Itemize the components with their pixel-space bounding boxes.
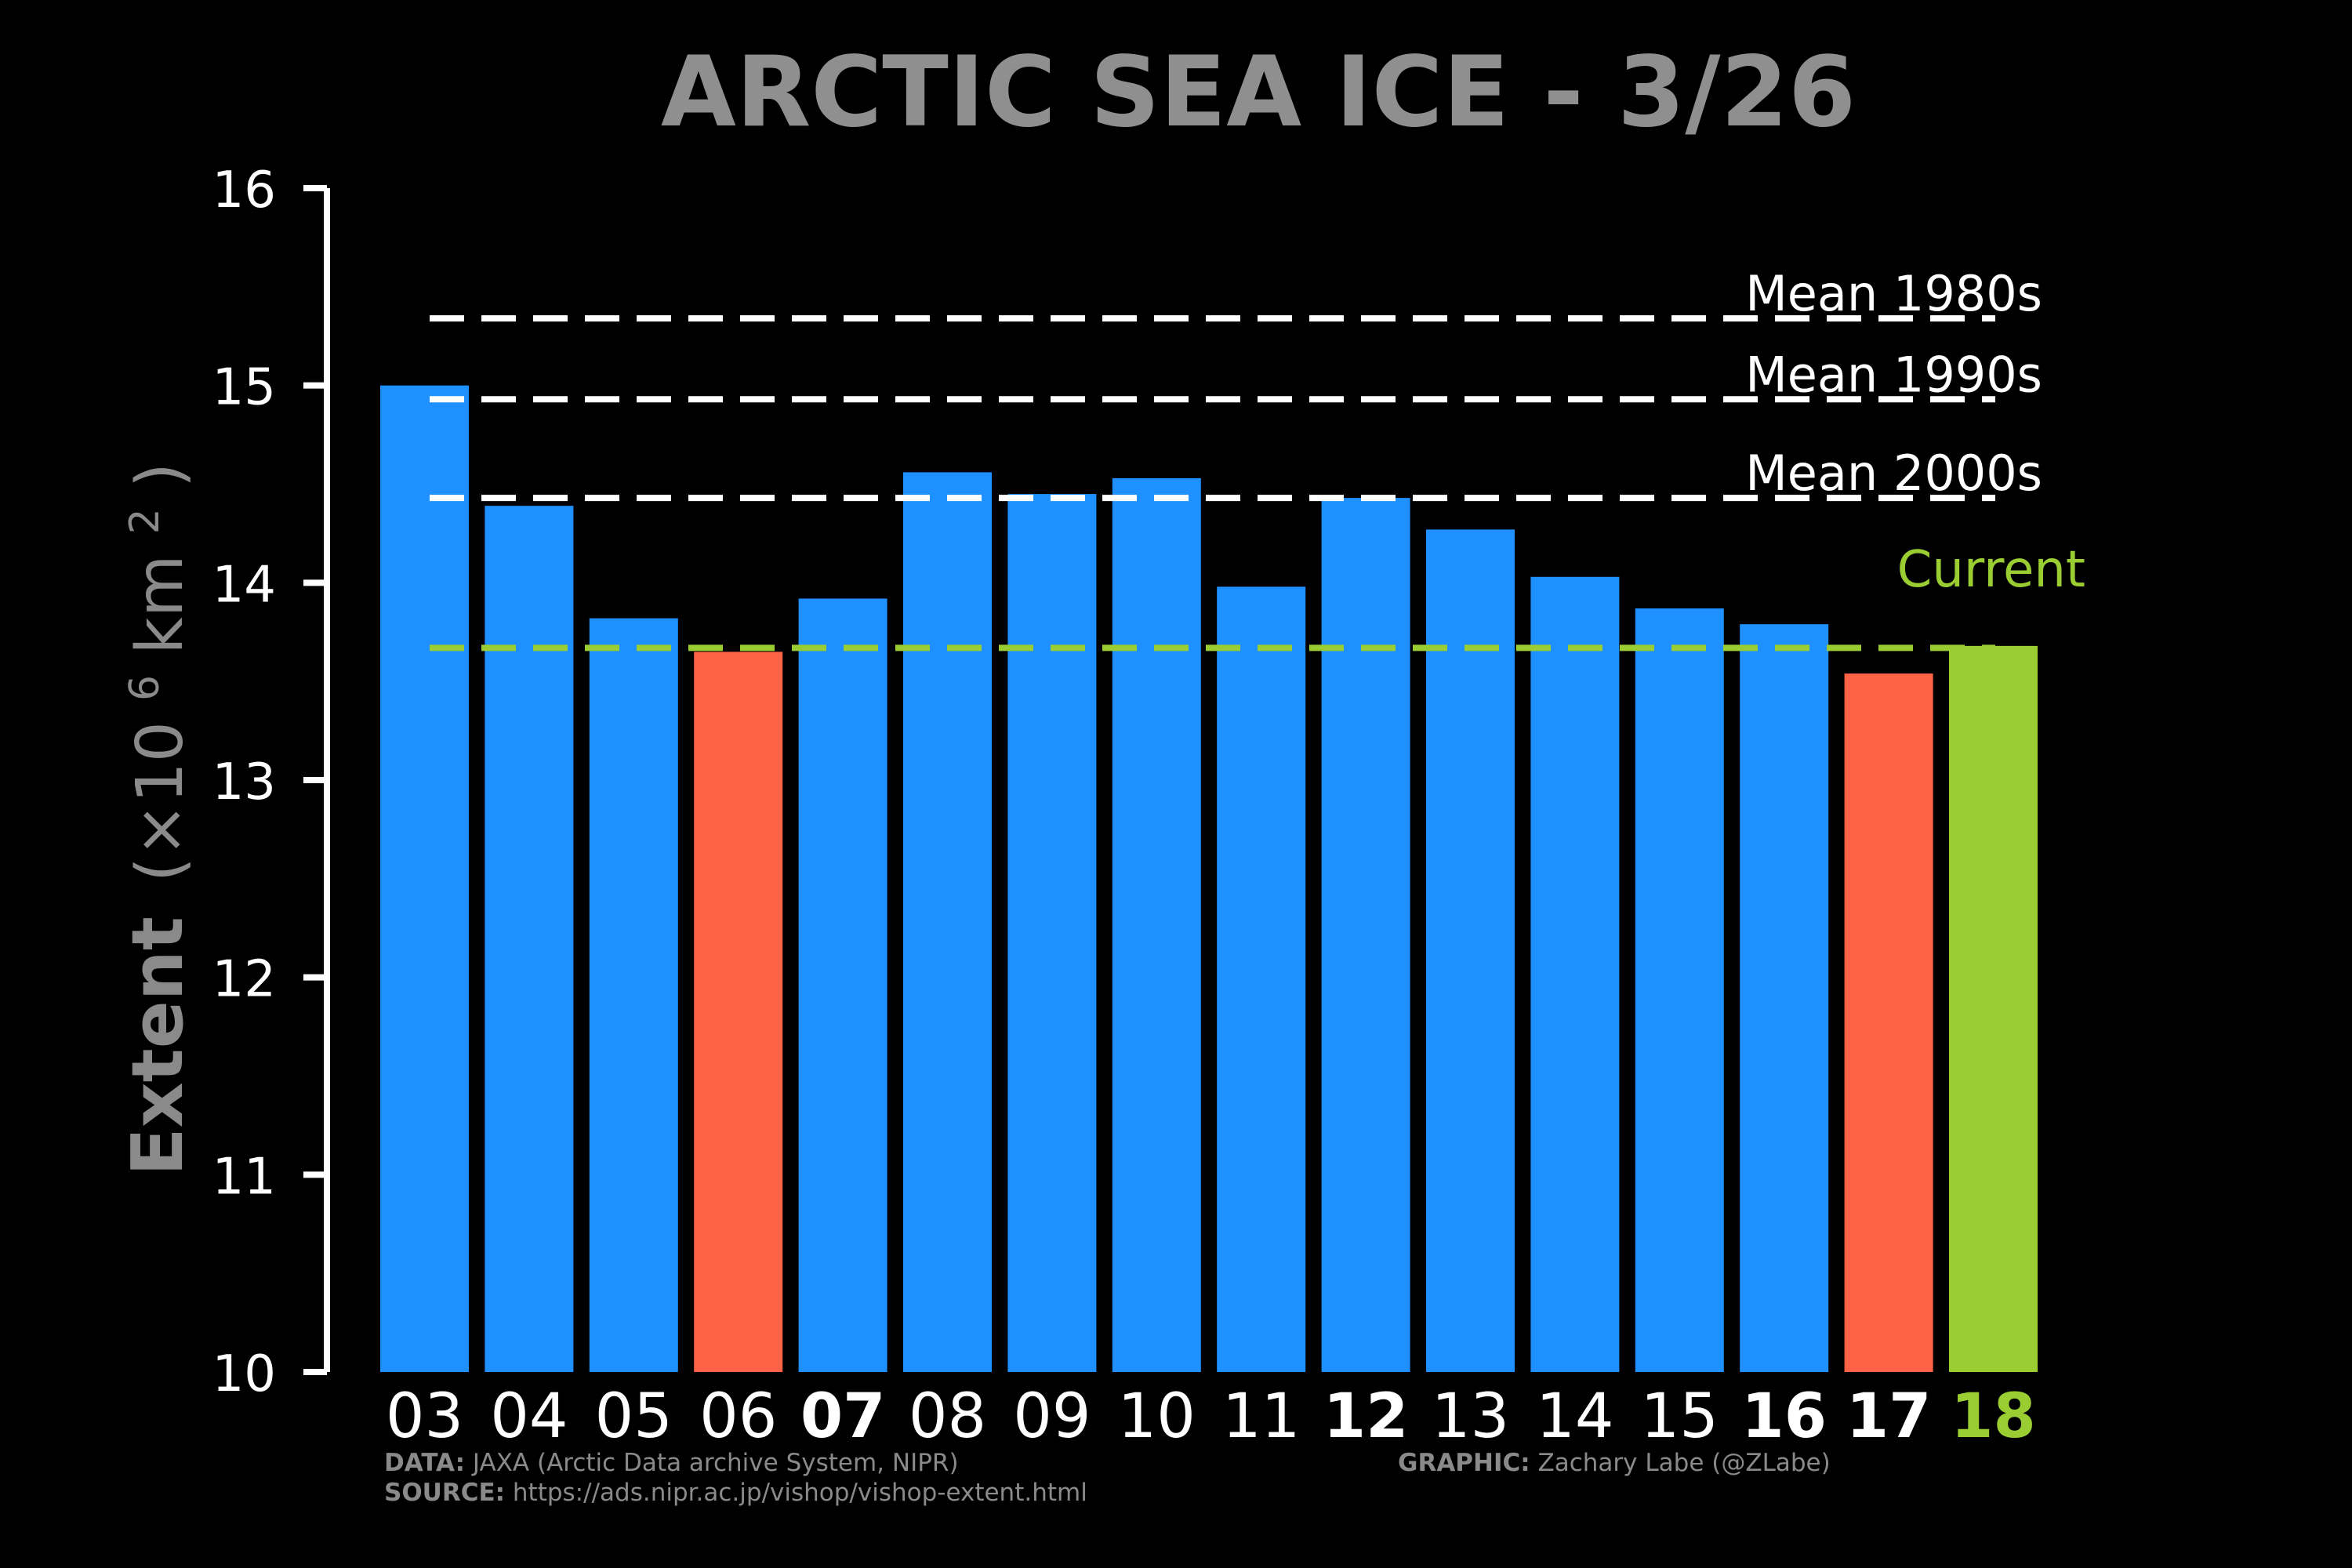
bar-07 [798,598,887,1372]
reference-label-0: Mean 1980s [1745,265,2042,322]
chart-title: ARCTIC SEA ICE - 3/26 [661,36,1856,149]
footer-source-label: SOURCE: [384,1479,506,1507]
footer-source: SOURCE: https://ads.nipr.ac.jp/vishop/vi… [384,1478,1087,1508]
bar-13 [1426,529,1515,1373]
x-tick-label-15: 15 [1641,1381,1719,1452]
bar-08 [903,472,992,1372]
bar-14 [1530,576,1620,1372]
bar-10 [1112,477,1201,1373]
bar-06 [694,652,783,1372]
x-tick-label-06: 06 [699,1381,777,1452]
y-axis-label-unit-prefix: (×10 [123,721,198,882]
x-tick-label-17: 17 [1846,1381,1932,1452]
footer-data-label: DATA: [384,1449,466,1477]
x-tick-label-07: 07 [800,1381,886,1452]
footer-graphic: GRAPHIC: Zachary Labe (@ZLabe) [1398,1448,1831,1478]
bar-11 [1217,586,1306,1372]
bar-18 [1949,645,2038,1372]
x-tick-label-11: 11 [1222,1381,1300,1452]
footer-source-text: https://ads.nipr.ac.jp/vishop/vishop-ext… [505,1479,1087,1507]
y-tick-label-15: 15 [212,359,276,417]
y-tick-label-12: 12 [212,951,276,1009]
bar-17 [1844,673,1933,1372]
bar-04 [485,506,574,1372]
x-tick-label-08: 08 [909,1381,986,1452]
y-tick-label-14: 14 [212,556,276,614]
x-tick-label-03: 03 [386,1381,463,1452]
x-tick-label-18: 18 [1951,1381,2036,1452]
bar-16 [1740,624,1829,1372]
x-tick-label-13: 13 [1432,1381,1509,1452]
reference-label-2: Mean 2000s [1745,445,2042,502]
x-tick-label-12: 12 [1323,1381,1409,1452]
svg-text:Extent (×10 6: Extent (×10 6 km 2 ) [117,463,199,1176]
bar-12 [1321,498,1410,1372]
y-axis-label-bold: Extent [117,916,199,1176]
x-tick-label-14: 14 [1536,1381,1613,1452]
footer-graphic-text: Zachary Labe (@ZLabe) [1530,1449,1831,1477]
footer-graphic-label: GRAPHIC: [1398,1449,1530,1477]
y-axis-label-unit-exp: 6 [122,675,169,701]
y-tick-label-13: 13 [212,753,276,811]
y-axis-label-unit-mid: km [123,554,198,654]
y-axis-label: Extent (×10 6 km 2 ) [117,463,199,1176]
y-tick-label-16: 16 [212,162,276,220]
bar-15 [1635,608,1724,1372]
y-axis-label-unit-exp2: 2 [122,508,169,534]
x-tick-label-09: 09 [1013,1381,1091,1452]
y-tick-label-10: 10 [212,1345,276,1403]
bar-05 [589,618,678,1372]
bar-03 [380,385,469,1373]
x-tick-label-10: 10 [1118,1381,1196,1452]
plot-area: Mean 1980s Mean 1990s Mean 2000s Current 10 1… [212,162,2085,1452]
y-axis-label-unit-suffix: ) [123,463,198,488]
x-tick-label-04: 04 [490,1381,568,1452]
bar-09 [1007,494,1097,1373]
footer-data: DATA: JAXA (Arctic Data archive System, … [384,1448,959,1478]
x-tick-label-05: 05 [595,1381,673,1452]
y-tick-label-11: 11 [212,1148,276,1206]
x-tick-label-16: 16 [1741,1381,1827,1452]
footer-data-text: JAXA (Arctic Data archive System, NIPR) [465,1449,959,1477]
reference-label-3: Current [1897,541,2085,599]
reference-label-1: Mean 1990s [1745,346,2042,403]
